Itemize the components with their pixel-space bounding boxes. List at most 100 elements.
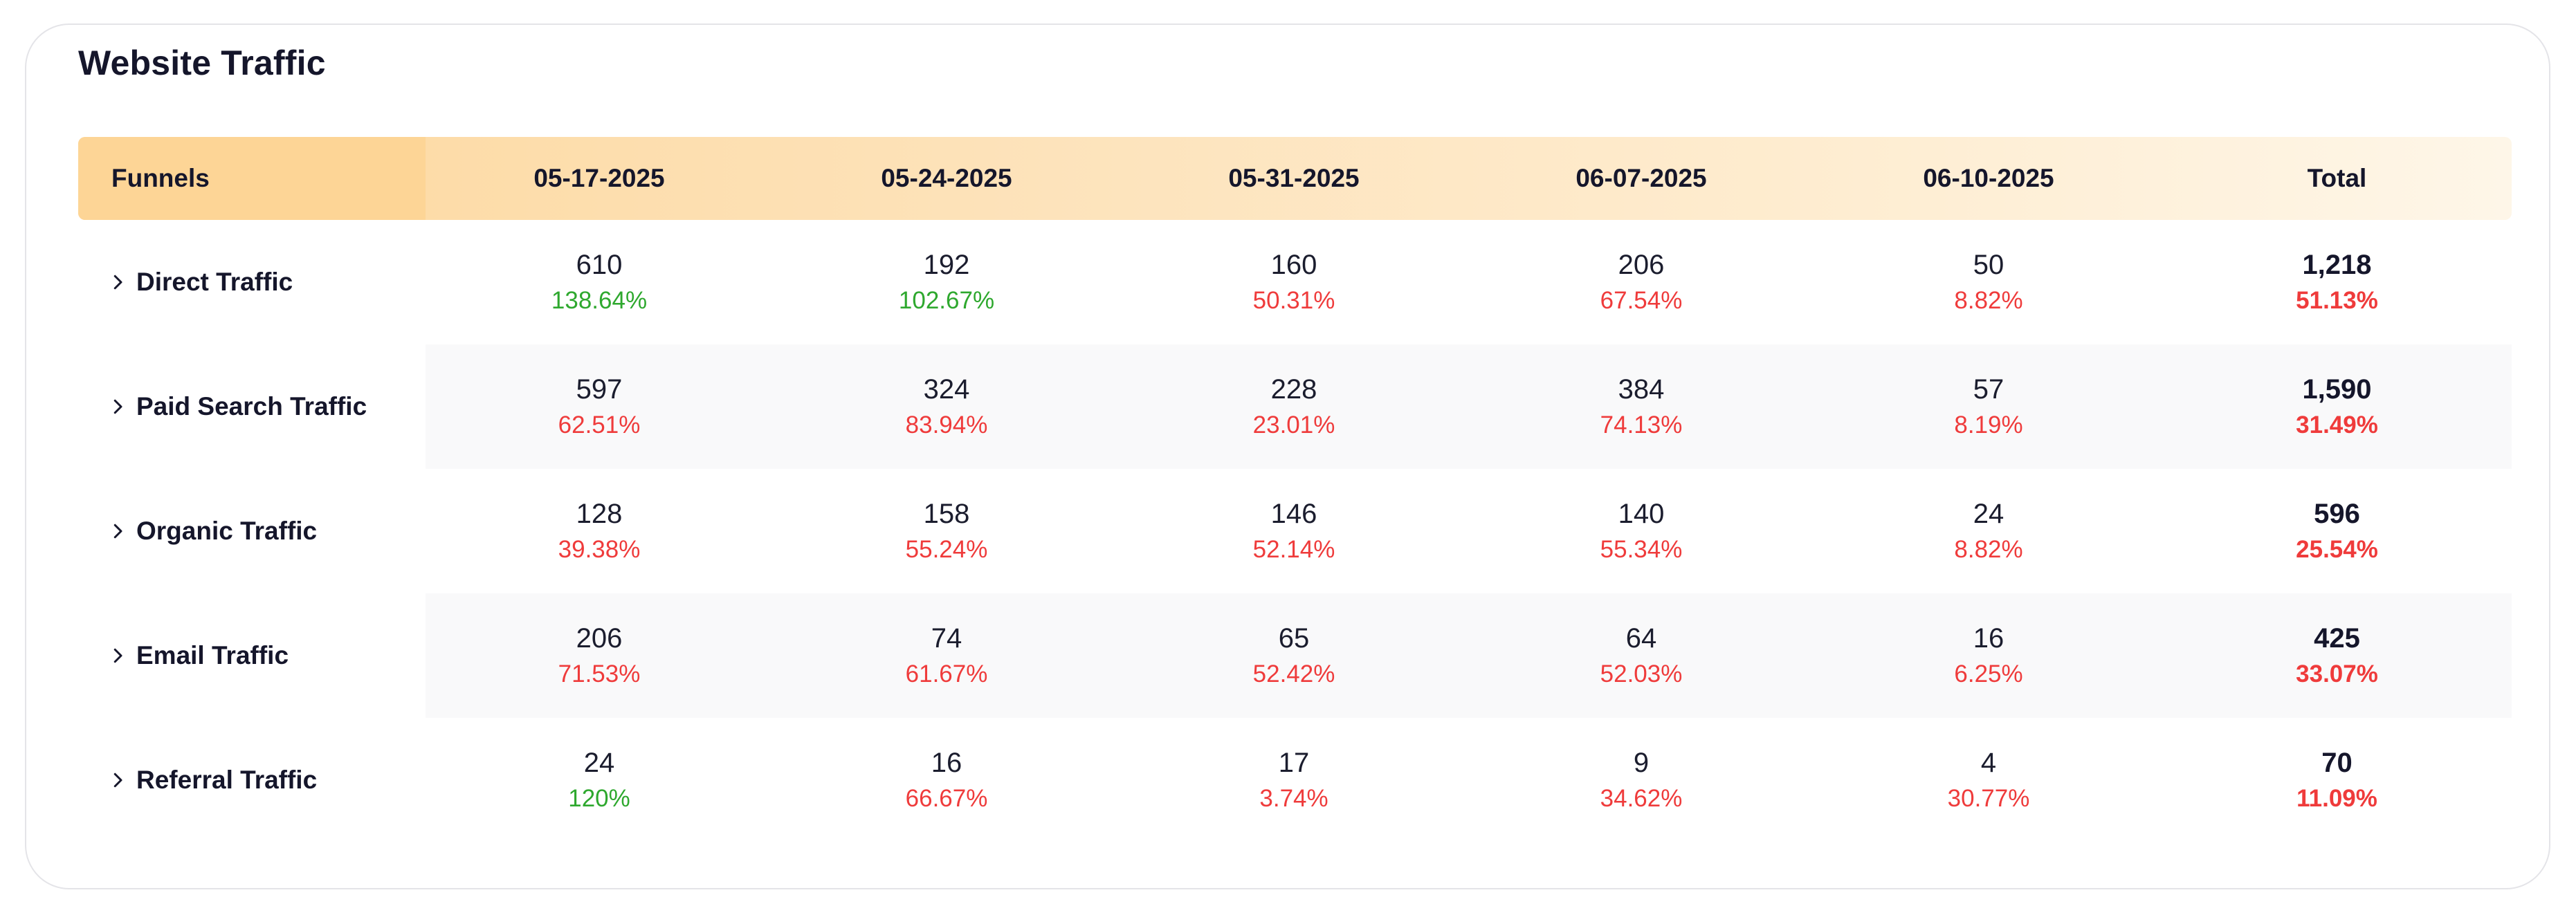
header-total: Total xyxy=(2307,164,2367,192)
funnel-label: Email Traffic xyxy=(136,641,289,669)
funnel-expander-email-traffic[interactable]: Email Traffic xyxy=(78,593,426,718)
cell-percent: 83.94% xyxy=(905,412,988,438)
header-funnels: Funnels xyxy=(78,137,426,220)
chevron-right-icon[interactable] xyxy=(107,645,128,666)
table-row-direct-traffic: Direct Traffic 610 138.64% 192 102.67% 160 50.… xyxy=(78,220,2512,344)
cell-value: 9 xyxy=(1633,748,1650,778)
table-cell: 16 66.67% xyxy=(773,718,1120,842)
cell-value: 192 xyxy=(923,250,970,280)
total-percent: 33.07% xyxy=(2296,660,2378,687)
cell-percent: 6.25% xyxy=(1954,660,2023,687)
table-cell: 206 67.54% xyxy=(1468,220,1815,344)
cell-value: 4 xyxy=(1980,748,1997,778)
cell-percent: 102.67% xyxy=(898,287,995,314)
cell-percent: 61.67% xyxy=(905,660,988,687)
table-header: Funnels 05-17-2025 05-24-2025 05-31-2025… xyxy=(78,137,2512,220)
table-cell: 192 102.67% xyxy=(773,220,1120,344)
funnel-label: Paid Search Traffic xyxy=(136,392,367,420)
cell-value: 160 xyxy=(1270,250,1317,280)
cell-percent: 120% xyxy=(568,785,630,812)
cell-percent: 30.77% xyxy=(1947,785,2030,812)
table-cell: 206 71.53% xyxy=(426,593,773,718)
cell-value: 64 xyxy=(1625,623,1657,654)
chevron-right-icon[interactable] xyxy=(107,770,128,791)
total-value: 1,590 xyxy=(2302,374,2372,405)
total-cell: 596 25.54% xyxy=(2162,469,2512,593)
card-title: Website Traffic xyxy=(78,44,326,82)
cell-percent: 3.74% xyxy=(1259,785,1328,812)
cell-value: 24 xyxy=(583,748,615,778)
cell-percent: 52.14% xyxy=(1252,536,1335,563)
table-body: Direct Traffic 610 138.64% 192 102.67% 160 50.… xyxy=(78,220,2512,842)
total-cell: 70 11.09% xyxy=(2162,718,2512,842)
funnel-label: Referral Traffic xyxy=(136,766,318,794)
cell-value: 597 xyxy=(576,374,623,405)
total-percent: 11.09% xyxy=(2296,785,2377,812)
cell-percent: 34.62% xyxy=(1600,785,1683,812)
cell-value: 16 xyxy=(1973,623,2004,654)
cell-value: 206 xyxy=(576,623,623,654)
header-date-4: 06-07-2025 xyxy=(1575,164,1707,192)
cell-percent: 52.03% xyxy=(1600,660,1683,687)
chevron-right-icon[interactable] xyxy=(107,272,128,293)
cell-percent: 8.19% xyxy=(1954,412,2023,438)
table-cell: 64 52.03% xyxy=(1468,593,1815,718)
cell-value: 57 xyxy=(1973,374,2004,405)
header-date-2: 05-24-2025 xyxy=(881,164,1012,192)
cell-value: 24 xyxy=(1973,499,2004,529)
cell-percent: 8.82% xyxy=(1954,536,2023,563)
cell-percent: 55.24% xyxy=(905,536,988,563)
traffic-table: Funnels 05-17-2025 05-24-2025 05-31-2025… xyxy=(78,137,2512,842)
table-cell: 384 74.13% xyxy=(1468,344,1815,469)
total-cell: 1,218 51.13% xyxy=(2162,220,2512,344)
table-cell: 50 8.82% xyxy=(1815,220,2162,344)
cell-value: 206 xyxy=(1618,250,1665,280)
table-row-referral-traffic: Referral Traffic 24 120% 16 66.67% 17 3.74% 9 34… xyxy=(78,718,2512,842)
total-value: 70 xyxy=(2321,748,2353,778)
table-cell: 140 55.34% xyxy=(1468,469,1815,593)
table-cell: 160 50.31% xyxy=(1120,220,1468,344)
cell-percent: 138.64% xyxy=(551,287,648,314)
cell-value: 610 xyxy=(576,250,623,280)
total-cell: 425 33.07% xyxy=(2162,593,2512,718)
total-percent: 51.13% xyxy=(2296,287,2378,314)
funnel-expander-direct-traffic[interactable]: Direct Traffic xyxy=(78,220,426,344)
table-cell: 17 3.74% xyxy=(1120,718,1468,842)
table-cell: 57 8.19% xyxy=(1815,344,2162,469)
cell-value: 146 xyxy=(1270,499,1317,529)
cell-value: 228 xyxy=(1270,374,1317,405)
table-cell: 228 23.01% xyxy=(1120,344,1468,469)
table-cell: 610 138.64% xyxy=(426,220,773,344)
cell-value: 128 xyxy=(576,499,623,529)
table-cell: 146 52.14% xyxy=(1120,469,1468,593)
row-values: 597 62.51% 324 83.94% 228 23.01% 384 74.13% 57 8.… xyxy=(426,344,2512,469)
funnel-label: Direct Traffic xyxy=(136,268,293,296)
total-percent: 31.49% xyxy=(2296,412,2378,438)
table-cell: 158 55.24% xyxy=(773,469,1120,593)
cell-percent: 52.42% xyxy=(1252,660,1335,687)
total-cell: 1,590 31.49% xyxy=(2162,344,2512,469)
table-cell: 74 61.67% xyxy=(773,593,1120,718)
row-values: 206 71.53% 74 61.67% 65 52.42% 64 52.03% 16 6.25%… xyxy=(426,593,2512,718)
cell-value: 384 xyxy=(1618,374,1665,405)
header-date-1: 05-17-2025 xyxy=(533,164,665,192)
chevron-right-icon[interactable] xyxy=(107,521,128,542)
table-row-paid-search-traffic: Paid Search Traffic 597 62.51% 324 83.94% 228… xyxy=(78,344,2512,469)
cell-value: 140 xyxy=(1618,499,1665,529)
table-row-email-traffic: Email Traffic 206 71.53% 74 61.67% 65 52.42% 64… xyxy=(78,593,2512,718)
cell-percent: 74.13% xyxy=(1600,412,1683,438)
row-values: 610 138.64% 192 102.67% 160 50.31% 206 67.54% 50… xyxy=(426,220,2512,344)
total-percent: 25.54% xyxy=(2296,536,2378,563)
total-value: 596 xyxy=(2314,499,2360,529)
funnel-expander-paid-search-traffic[interactable]: Paid Search Traffic xyxy=(78,344,426,469)
table-cell: 24 8.82% xyxy=(1815,469,2162,593)
funnel-expander-referral-traffic[interactable]: Referral Traffic xyxy=(78,718,426,842)
header-date-5: 06-10-2025 xyxy=(1923,164,2054,192)
cell-value: 65 xyxy=(1278,623,1310,654)
funnel-expander-organic-traffic[interactable]: Organic Traffic xyxy=(78,469,426,593)
cell-percent: 23.01% xyxy=(1252,412,1335,438)
cell-value: 50 xyxy=(1973,250,2004,280)
funnel-label: Organic Traffic xyxy=(136,517,318,545)
chevron-right-icon[interactable] xyxy=(107,396,128,417)
row-values: 24 120% 16 66.67% 17 3.74% 9 34.62% 4 30.77% 70 11.… xyxy=(426,718,2512,842)
